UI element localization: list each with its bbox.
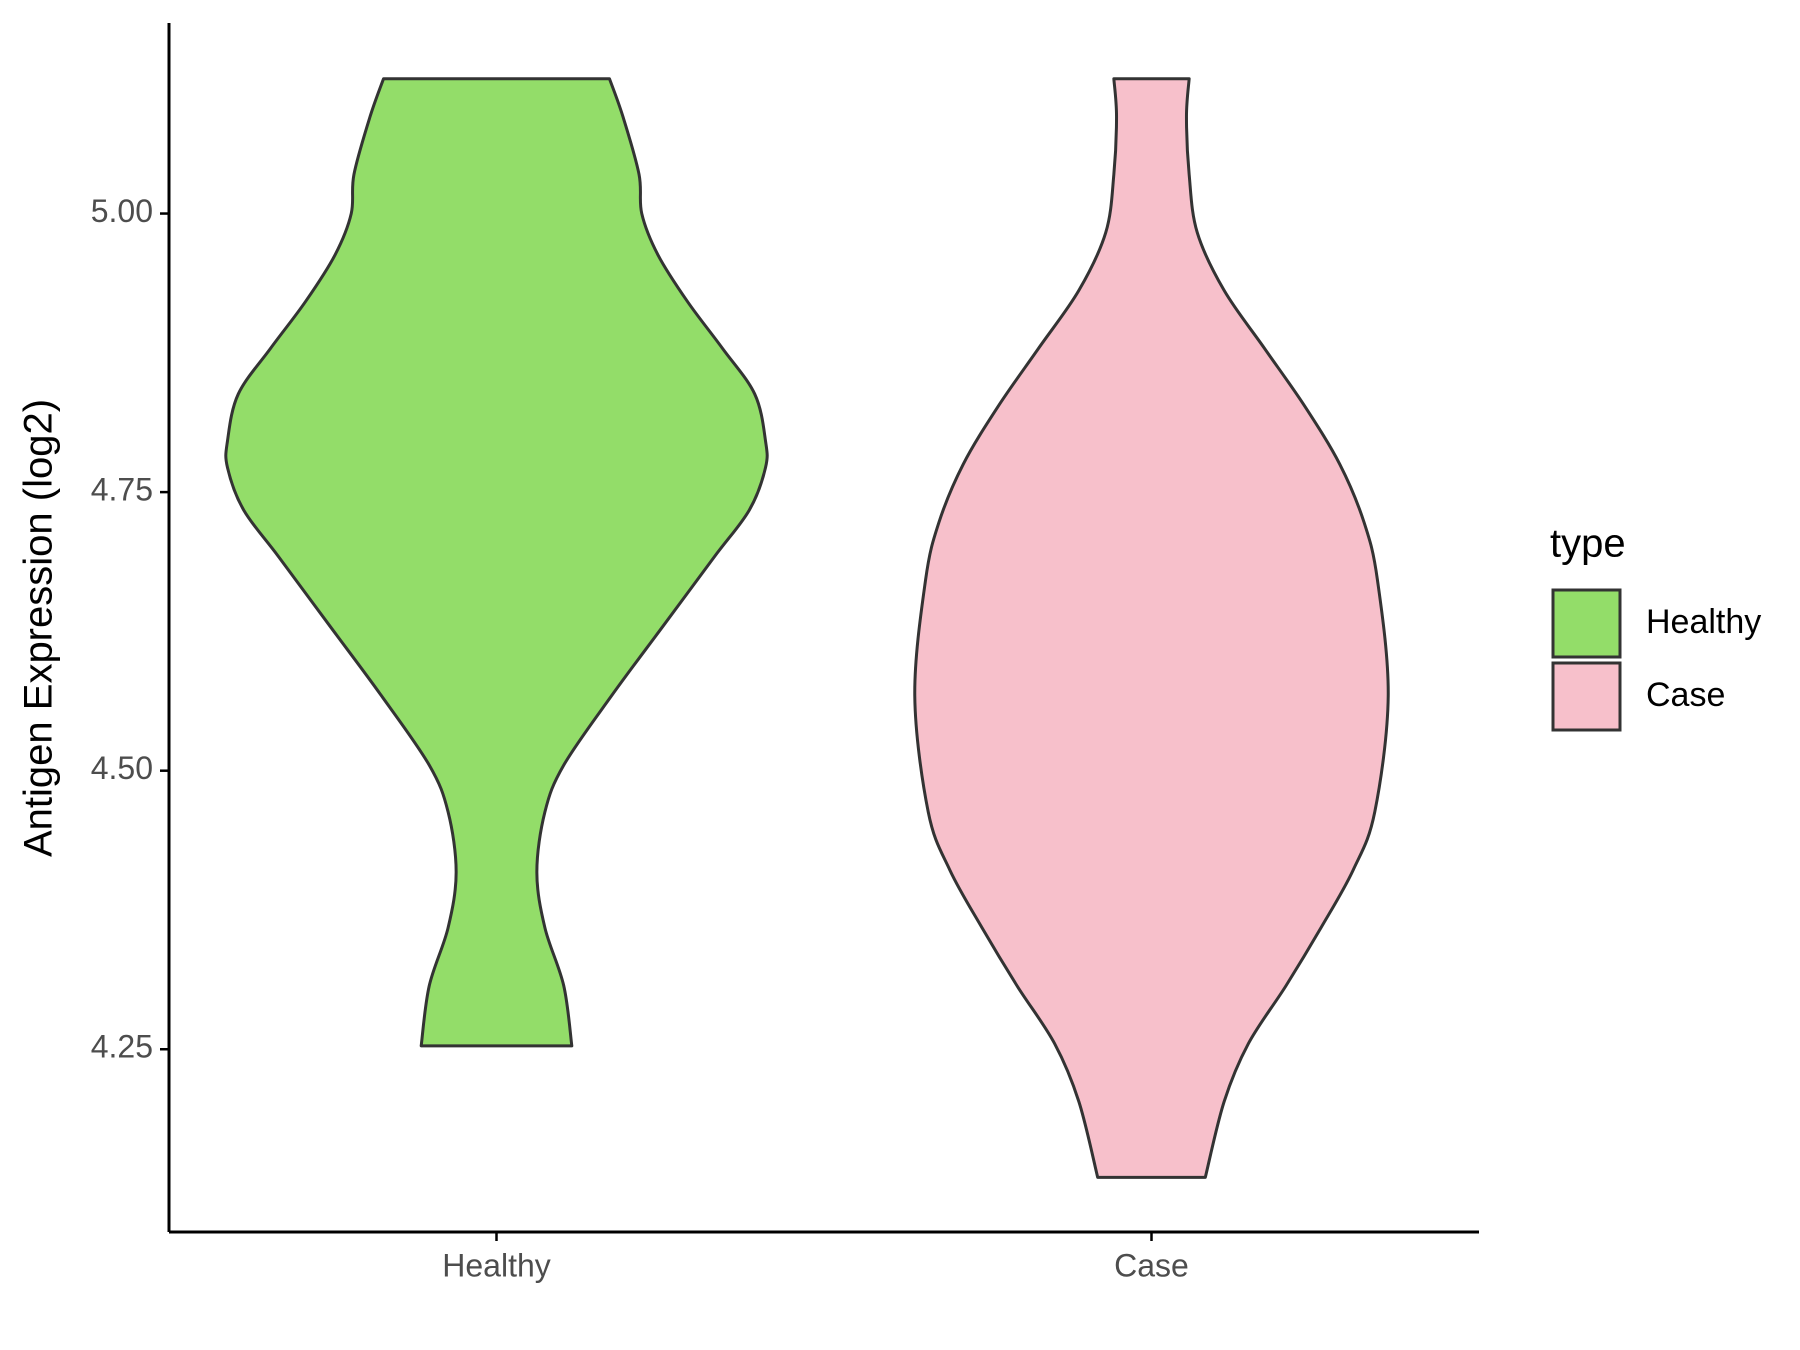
- y-tick-label: 4.50: [91, 750, 153, 786]
- y-axis-title: Antigen Expression (log2): [17, 399, 61, 857]
- legend-label: Healthy: [1646, 603, 1761, 641]
- legend-title: type: [1550, 522, 1626, 566]
- x-tick-label: Case: [1114, 1247, 1189, 1283]
- y-tick-label: 4.75: [91, 472, 153, 508]
- legend-label: Case: [1646, 676, 1725, 714]
- x-tick-label: Healthy: [442, 1247, 551, 1283]
- violin: [224, 77, 769, 1048]
- violin: [913, 77, 1390, 1179]
- y-tick-label: 4.25: [91, 1029, 153, 1065]
- y-tick-label: 5.00: [91, 193, 153, 229]
- legend-key: [1551, 588, 1622, 659]
- legend-key: [1551, 661, 1622, 732]
